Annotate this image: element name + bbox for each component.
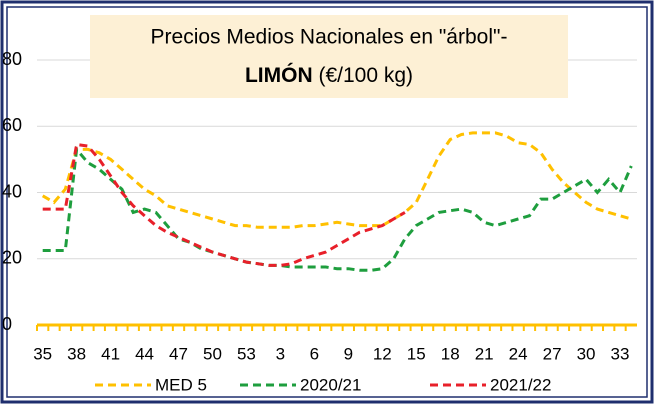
chart-subtitle: LIMÓN (€/100 kg) xyxy=(245,63,413,87)
x-tick-label: 47 xyxy=(169,344,188,363)
y-tick-label: 80 xyxy=(2,49,22,69)
legend-label: 2020/21 xyxy=(300,375,361,394)
x-tick-label: 9 xyxy=(344,344,353,363)
x-tick-label: 3 xyxy=(276,344,285,363)
series-line xyxy=(42,142,406,267)
legend-label: 2021/22 xyxy=(490,375,551,394)
x-tick-label: 35 xyxy=(33,344,52,363)
y-tick-label: 40 xyxy=(2,181,22,201)
x-tick-label: 15 xyxy=(407,344,426,363)
x-tick-label: 24 xyxy=(509,344,528,363)
title-box xyxy=(90,15,568,98)
x-tick-label: 33 xyxy=(611,344,630,363)
series-line xyxy=(41,131,632,229)
y-tick-label: 0 xyxy=(2,314,12,334)
x-tick-label: 30 xyxy=(577,344,596,363)
legend-label: MED 5 xyxy=(155,375,207,394)
frame-inner xyxy=(6,6,648,398)
series-line xyxy=(42,145,633,272)
x-tick-label: 12 xyxy=(373,344,392,363)
chart-title: Precios Medios Nacionales en "árbol"- xyxy=(151,26,508,49)
x-tick-label: 53 xyxy=(237,344,256,363)
y-tick-label: 60 xyxy=(2,115,22,135)
x-tick-label: 41 xyxy=(101,344,120,363)
x-tick-label: 50 xyxy=(203,344,222,363)
x-tick-label: 18 xyxy=(441,344,460,363)
x-tick-label: 38 xyxy=(67,344,86,363)
x-tick-label: 6 xyxy=(310,344,319,363)
title-rest: (€/100 kg) xyxy=(313,64,413,87)
x-tick-label: 27 xyxy=(543,344,562,363)
title-bold: LIMÓN xyxy=(245,63,313,87)
x-tick-label: 21 xyxy=(475,344,494,363)
x-tick-label: 44 xyxy=(135,344,154,363)
y-tick-label: 20 xyxy=(2,248,22,268)
